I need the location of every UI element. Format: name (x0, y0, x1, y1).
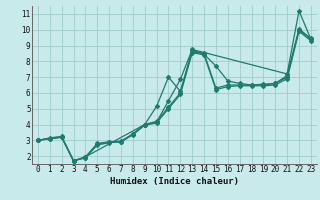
X-axis label: Humidex (Indice chaleur): Humidex (Indice chaleur) (110, 177, 239, 186)
